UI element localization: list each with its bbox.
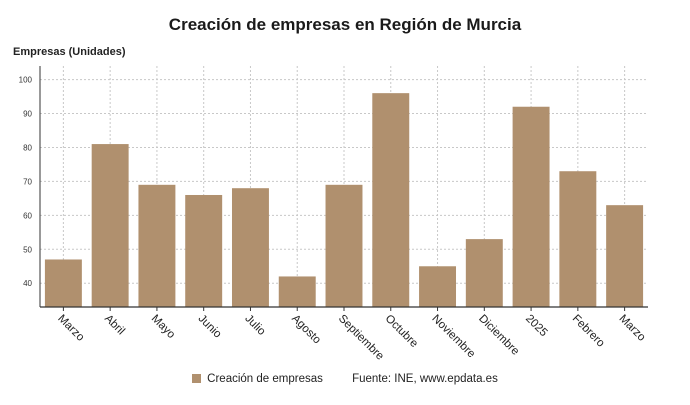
y-tick-label: 40: [23, 279, 32, 288]
bar-13: [606, 205, 644, 307]
source-text: Fuente: INE, www.epdata.es: [352, 373, 498, 385]
x-tick-label: Abril: [102, 313, 127, 338]
x-tick-label: Febrero: [570, 313, 607, 350]
bar-1: [44, 259, 82, 307]
bar-7: [325, 184, 363, 307]
x-tick-label: Marzo: [616, 313, 647, 344]
x-tick-label: Junio: [196, 313, 224, 341]
legend-item: Creación de empresas: [192, 373, 323, 385]
x-tick-label: Diciembre: [476, 313, 521, 358]
y-tick-label: 100: [19, 76, 33, 85]
x-tick-label: 2025: [523, 313, 550, 340]
y-tick-label: 50: [23, 245, 32, 254]
bar-6: [278, 276, 316, 307]
bar-11: [512, 106, 550, 307]
x-tick-label: Julio: [242, 313, 267, 338]
legend-label: Creación de empresas: [207, 373, 323, 385]
legend-swatch: [192, 374, 202, 383]
x-tick-label: Noviembre: [429, 313, 477, 361]
y-tick-label: 60: [23, 211, 32, 220]
bar-5: [231, 188, 269, 307]
x-tick-label: Septiembre: [336, 313, 386, 363]
y-tick-label: 70: [23, 177, 32, 186]
bar-10: [465, 239, 503, 307]
axis-layer: [39, 66, 648, 311]
y-tick-label: 90: [23, 110, 32, 119]
x-tick-label: Marzo: [55, 313, 86, 344]
y-tick-label: 80: [23, 143, 32, 152]
x-tick-label: Mayo: [149, 313, 177, 341]
x-tick-label: Octubre: [383, 313, 420, 350]
bar-8: [372, 93, 410, 307]
y-axis-label: Empresas (Unidades): [13, 46, 126, 58]
bar-3: [138, 184, 176, 307]
bar-4: [185, 194, 223, 307]
chart-title: Creación de empresas en Región de Murcia: [168, 15, 522, 34]
legend: Creación de empresas Fuente: INE, www.ep…: [0, 373, 690, 385]
bar-12: [559, 171, 597, 307]
bar-2: [91, 144, 129, 307]
bar-layer: [44, 93, 644, 307]
bar-9: [419, 266, 457, 307]
x-tick-label: Agosto: [289, 313, 323, 347]
